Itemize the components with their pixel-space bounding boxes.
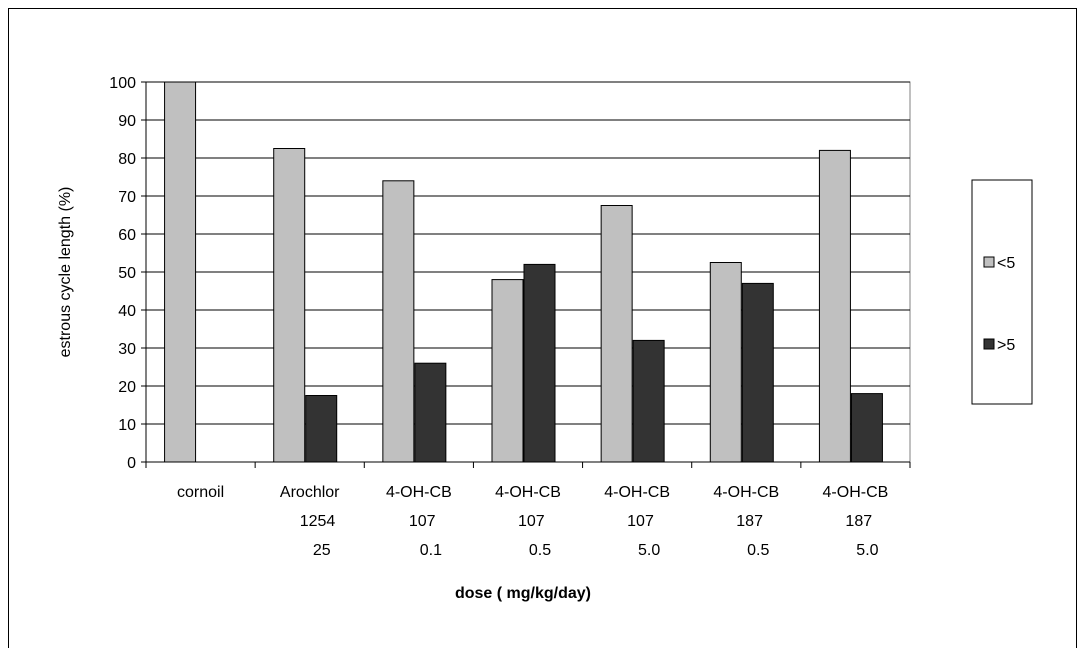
- bar-gt5-5: [741, 282, 774, 463]
- x-category-label-4: 4-OH-CB: [604, 484, 670, 501]
- x-category-label-0: cornoil: [177, 484, 224, 501]
- x-category-sublabel-5: 187: [736, 513, 763, 530]
- x-category-sublabel-4: 107: [627, 513, 654, 530]
- bar-lt5-0: [164, 81, 197, 463]
- x-category-dose-3: 0.5: [529, 542, 551, 559]
- bar-lt5-5: [709, 262, 742, 463]
- legend-swatch-lt5: [983, 256, 995, 268]
- x-category-label-2: 4-OH-CB: [386, 484, 452, 501]
- bar-gt5-1: [305, 395, 338, 463]
- y-axis-title: estrous cycle length (%): [57, 187, 74, 358]
- legend-swatch-gt5: [983, 338, 995, 350]
- x-category-dose-1: 25: [313, 542, 331, 559]
- y-tick-label-8: 80: [118, 151, 136, 168]
- x-category-dose-2: 0.1: [420, 542, 442, 559]
- x-category-sublabel-3: 107: [518, 513, 545, 530]
- x-category-sublabel-6: 187: [845, 513, 872, 530]
- bar-gt5-6: [850, 393, 883, 463]
- y-tick-label-7: 70: [118, 189, 136, 206]
- y-tick-label-4: 40: [118, 303, 136, 320]
- legend-label-gt5: >5: [997, 337, 1015, 354]
- y-tick-label-2: 20: [118, 379, 136, 396]
- x-category-label-5: 4-OH-CB: [713, 484, 779, 501]
- x-category-label-3: 4-OH-CB: [495, 484, 561, 501]
- y-tick-label-9: 90: [118, 113, 136, 130]
- y-tick-label-6: 60: [118, 227, 136, 244]
- x-category-sublabel-2: 107: [409, 513, 436, 530]
- bar-lt5-2: [382, 180, 415, 463]
- bar-gt5-3: [523, 263, 556, 463]
- x-category-dose-4: 5.0: [638, 542, 660, 559]
- bar-gt5-2: [414, 362, 447, 463]
- x-category-dose-5: 0.5: [747, 542, 769, 559]
- y-tick-label-1: 10: [118, 417, 136, 434]
- y-tick-label-3: 30: [118, 341, 136, 358]
- y-tick-label-10: 100: [109, 75, 136, 92]
- bar-lt5-3: [491, 279, 524, 463]
- x-axis-title: dose ( mg/kg/day): [455, 585, 591, 602]
- y-tick-label-0: 0: [127, 455, 136, 472]
- x-category-label-1: Arochlor: [280, 484, 340, 501]
- legend-box: [971, 179, 1033, 405]
- legend-label-lt5: <5: [997, 255, 1015, 272]
- bar-lt5-4: [600, 205, 633, 463]
- x-category-label-6: 4-OH-CB: [823, 484, 889, 501]
- bar-gt5-4: [632, 339, 665, 463]
- x-category-sublabel-1: 1254: [300, 513, 336, 530]
- bar-lt5-6: [818, 149, 851, 463]
- bar-lt5-1: [273, 148, 306, 463]
- chart-frame: [8, 8, 1077, 648]
- y-tick-label-5: 50: [118, 265, 136, 282]
- x-category-dose-6: 5.0: [856, 542, 878, 559]
